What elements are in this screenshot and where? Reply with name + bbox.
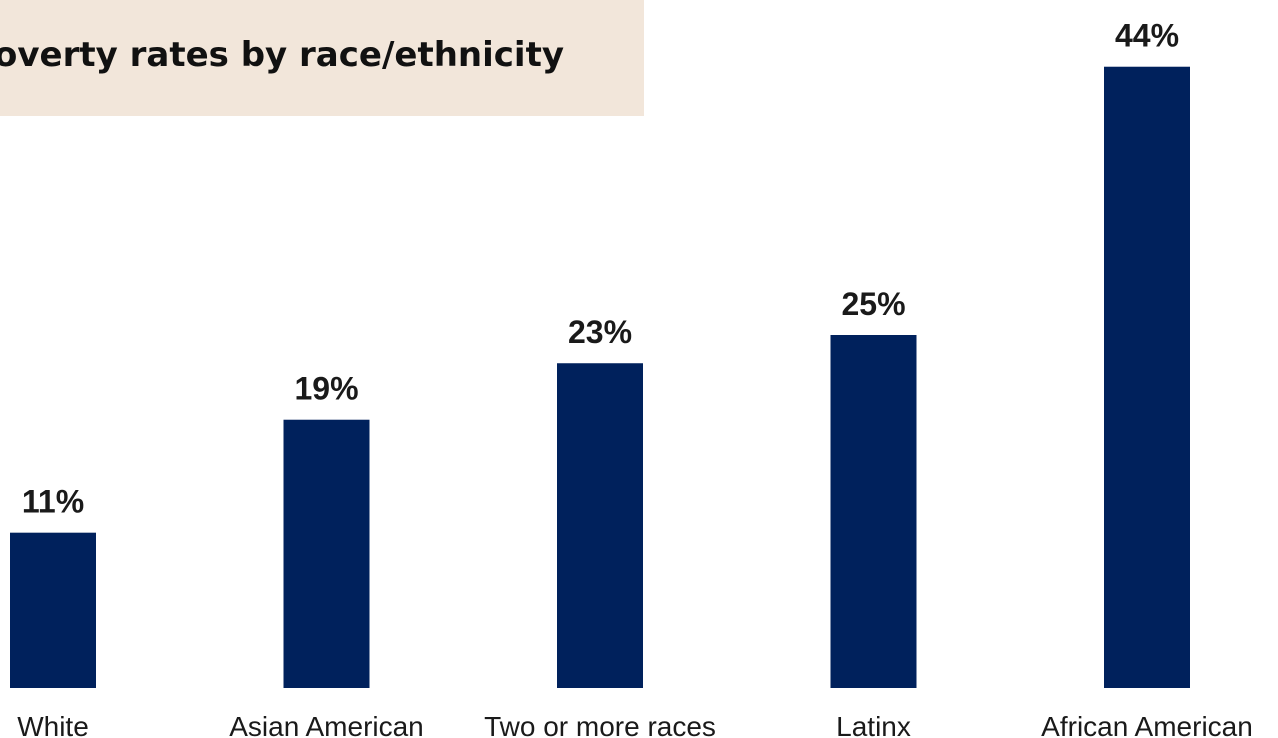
x-tick-label: African American [1041, 711, 1253, 738]
chart-title: overty rates by race/ethnicity [0, 35, 564, 75]
value-label: 11% [22, 484, 84, 520]
title-box [0, 0, 644, 116]
x-tick-label: Asian American [229, 711, 424, 738]
bar [283, 419, 370, 688]
value-label: 44% [1115, 18, 1179, 54]
x-tick-label: Latinx [836, 711, 911, 738]
x-tick-label: White [17, 711, 89, 738]
bar [557, 363, 643, 688]
bar [10, 532, 96, 688]
x-tick-label: Two or more races [484, 711, 716, 738]
value-label: 25% [841, 286, 905, 322]
bar [1104, 66, 1190, 689]
value-label: 19% [294, 371, 358, 407]
bar [830, 335, 917, 688]
value-label: 23% [568, 314, 632, 350]
